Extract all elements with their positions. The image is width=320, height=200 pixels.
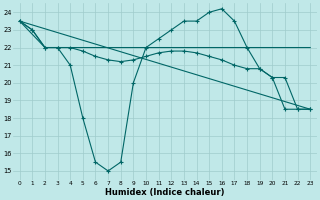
X-axis label: Humidex (Indice chaleur): Humidex (Indice chaleur) — [105, 188, 225, 197]
